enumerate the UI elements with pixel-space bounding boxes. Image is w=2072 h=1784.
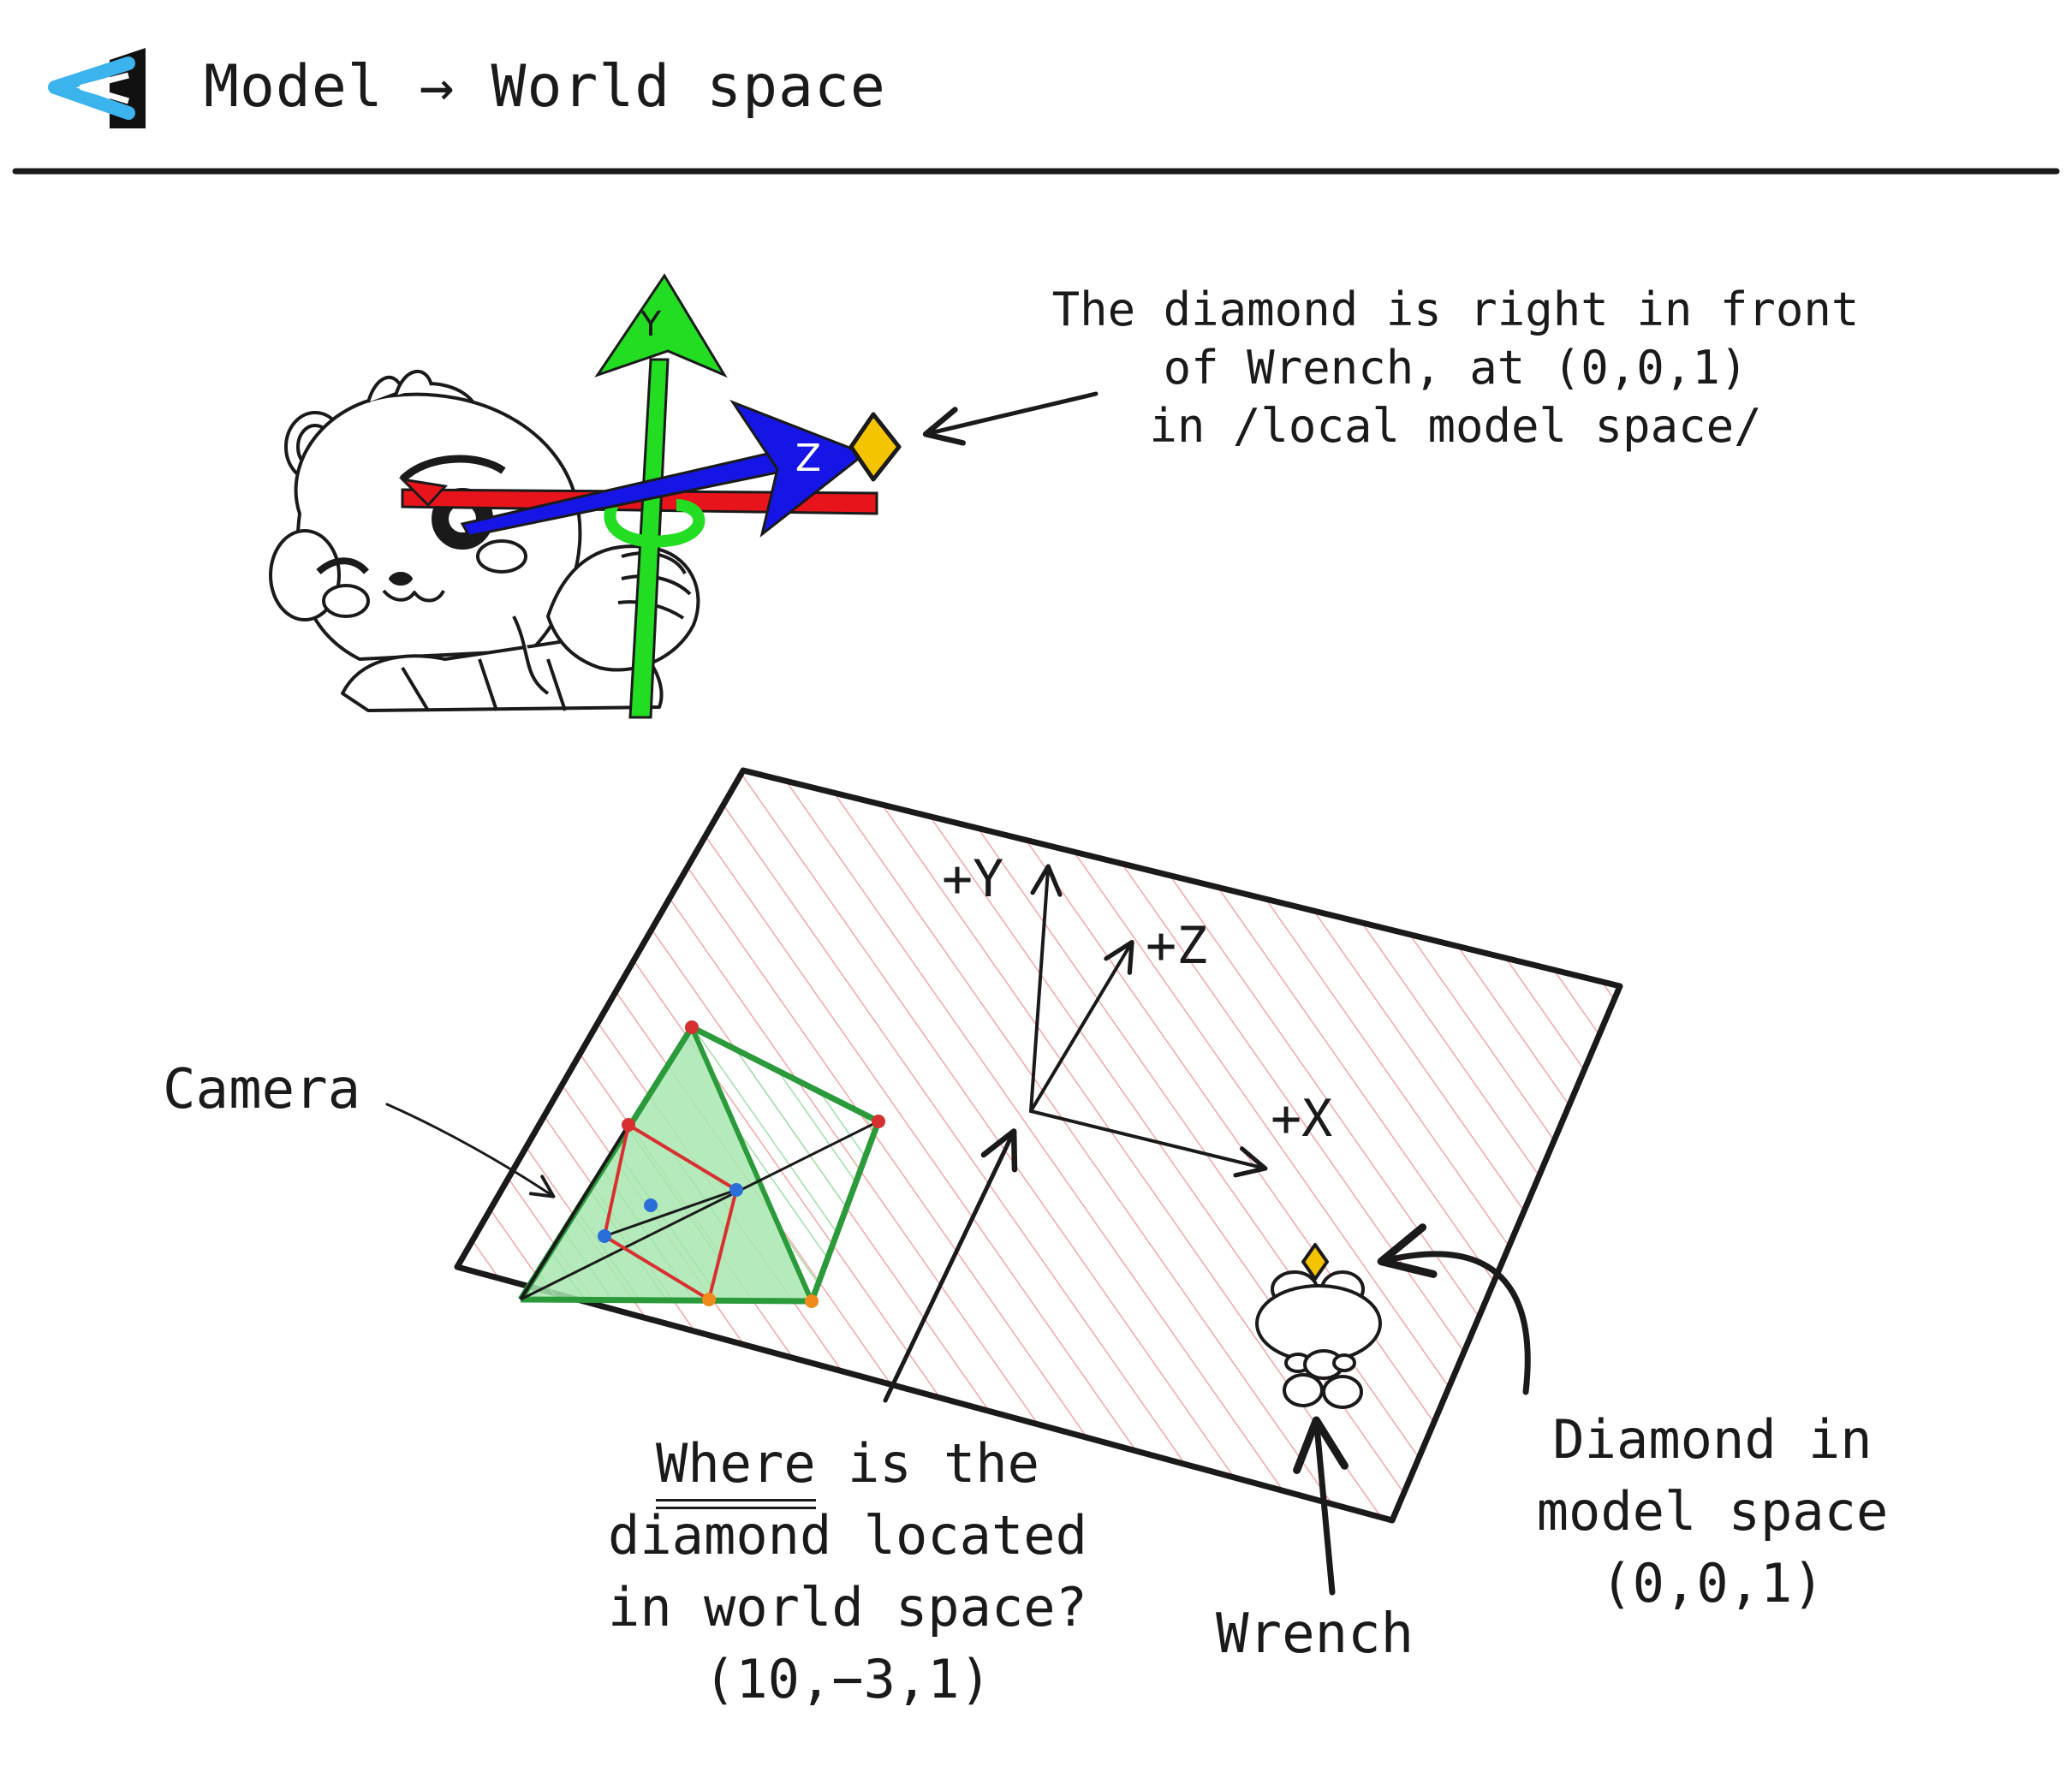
world-diamond-icon bbox=[1301, 1243, 1329, 1281]
world-x-axis bbox=[1029, 1109, 1268, 1178]
world-axes bbox=[1029, 864, 1268, 1178]
diamond-note-line: in /local model space/ bbox=[1149, 399, 1762, 453]
wrench-character-drawing bbox=[269, 370, 700, 712]
world-y-axis-label: +Y bbox=[942, 849, 1004, 909]
world-z-axis bbox=[1029, 939, 1134, 1113]
camera-arrow bbox=[385, 1103, 556, 1198]
world-space-question: Where is the diamond located in world sp… bbox=[565, 1428, 1130, 1716]
world-x-axis-label: +X bbox=[1271, 1089, 1333, 1149]
diamond-model-line: Diamond in bbox=[1552, 1408, 1873, 1471]
back-arrow-logo-icon bbox=[48, 48, 146, 128]
world-y-axis bbox=[1029, 864, 1063, 1113]
camera-label: Camera bbox=[163, 1058, 361, 1121]
diamond-note: The diamond is right in front of Wrench,… bbox=[1010, 281, 1901, 455]
note-arrow bbox=[922, 391, 1099, 446]
diamond-model-line: (0,0,1) bbox=[1600, 1552, 1825, 1615]
world-z-axis-label: +Z bbox=[1146, 916, 1208, 976]
wrench-arrow bbox=[1293, 1416, 1349, 1596]
local-y-axis-label: Y bbox=[640, 305, 662, 344]
question-emphasis: Where bbox=[656, 1428, 816, 1502]
local-z-axis-label: Z bbox=[795, 437, 821, 480]
diamond-note-line: The diamond is right in front bbox=[1051, 282, 1860, 336]
question-line: in world space? bbox=[608, 1576, 1087, 1638]
local-diamond-icon bbox=[848, 412, 902, 482]
local-y-axis bbox=[594, 273, 728, 719]
local-z-axis bbox=[460, 399, 867, 538]
page-title: Model → World space bbox=[204, 53, 886, 121]
diamond-model-label: Diamond in model space (0,0,1) bbox=[1490, 1404, 1935, 1620]
wrench-label: Wrench bbox=[1216, 1603, 1414, 1666]
camera-frustum bbox=[518, 1020, 885, 1308]
diamond-model-arrow bbox=[1377, 1223, 1531, 1395]
wrench-top-view-icon bbox=[1255, 1270, 1382, 1409]
diamond-note-line: of Wrench, at (0,0,1) bbox=[1163, 341, 1748, 395]
question-line: diamond located bbox=[608, 1504, 1087, 1567]
question-line1-rest: is the bbox=[815, 1432, 1039, 1495]
question-answer: (10,−3,1) bbox=[704, 1648, 991, 1710]
diamond-model-line: model space bbox=[1536, 1480, 1889, 1543]
question-arrow bbox=[883, 1128, 1018, 1403]
